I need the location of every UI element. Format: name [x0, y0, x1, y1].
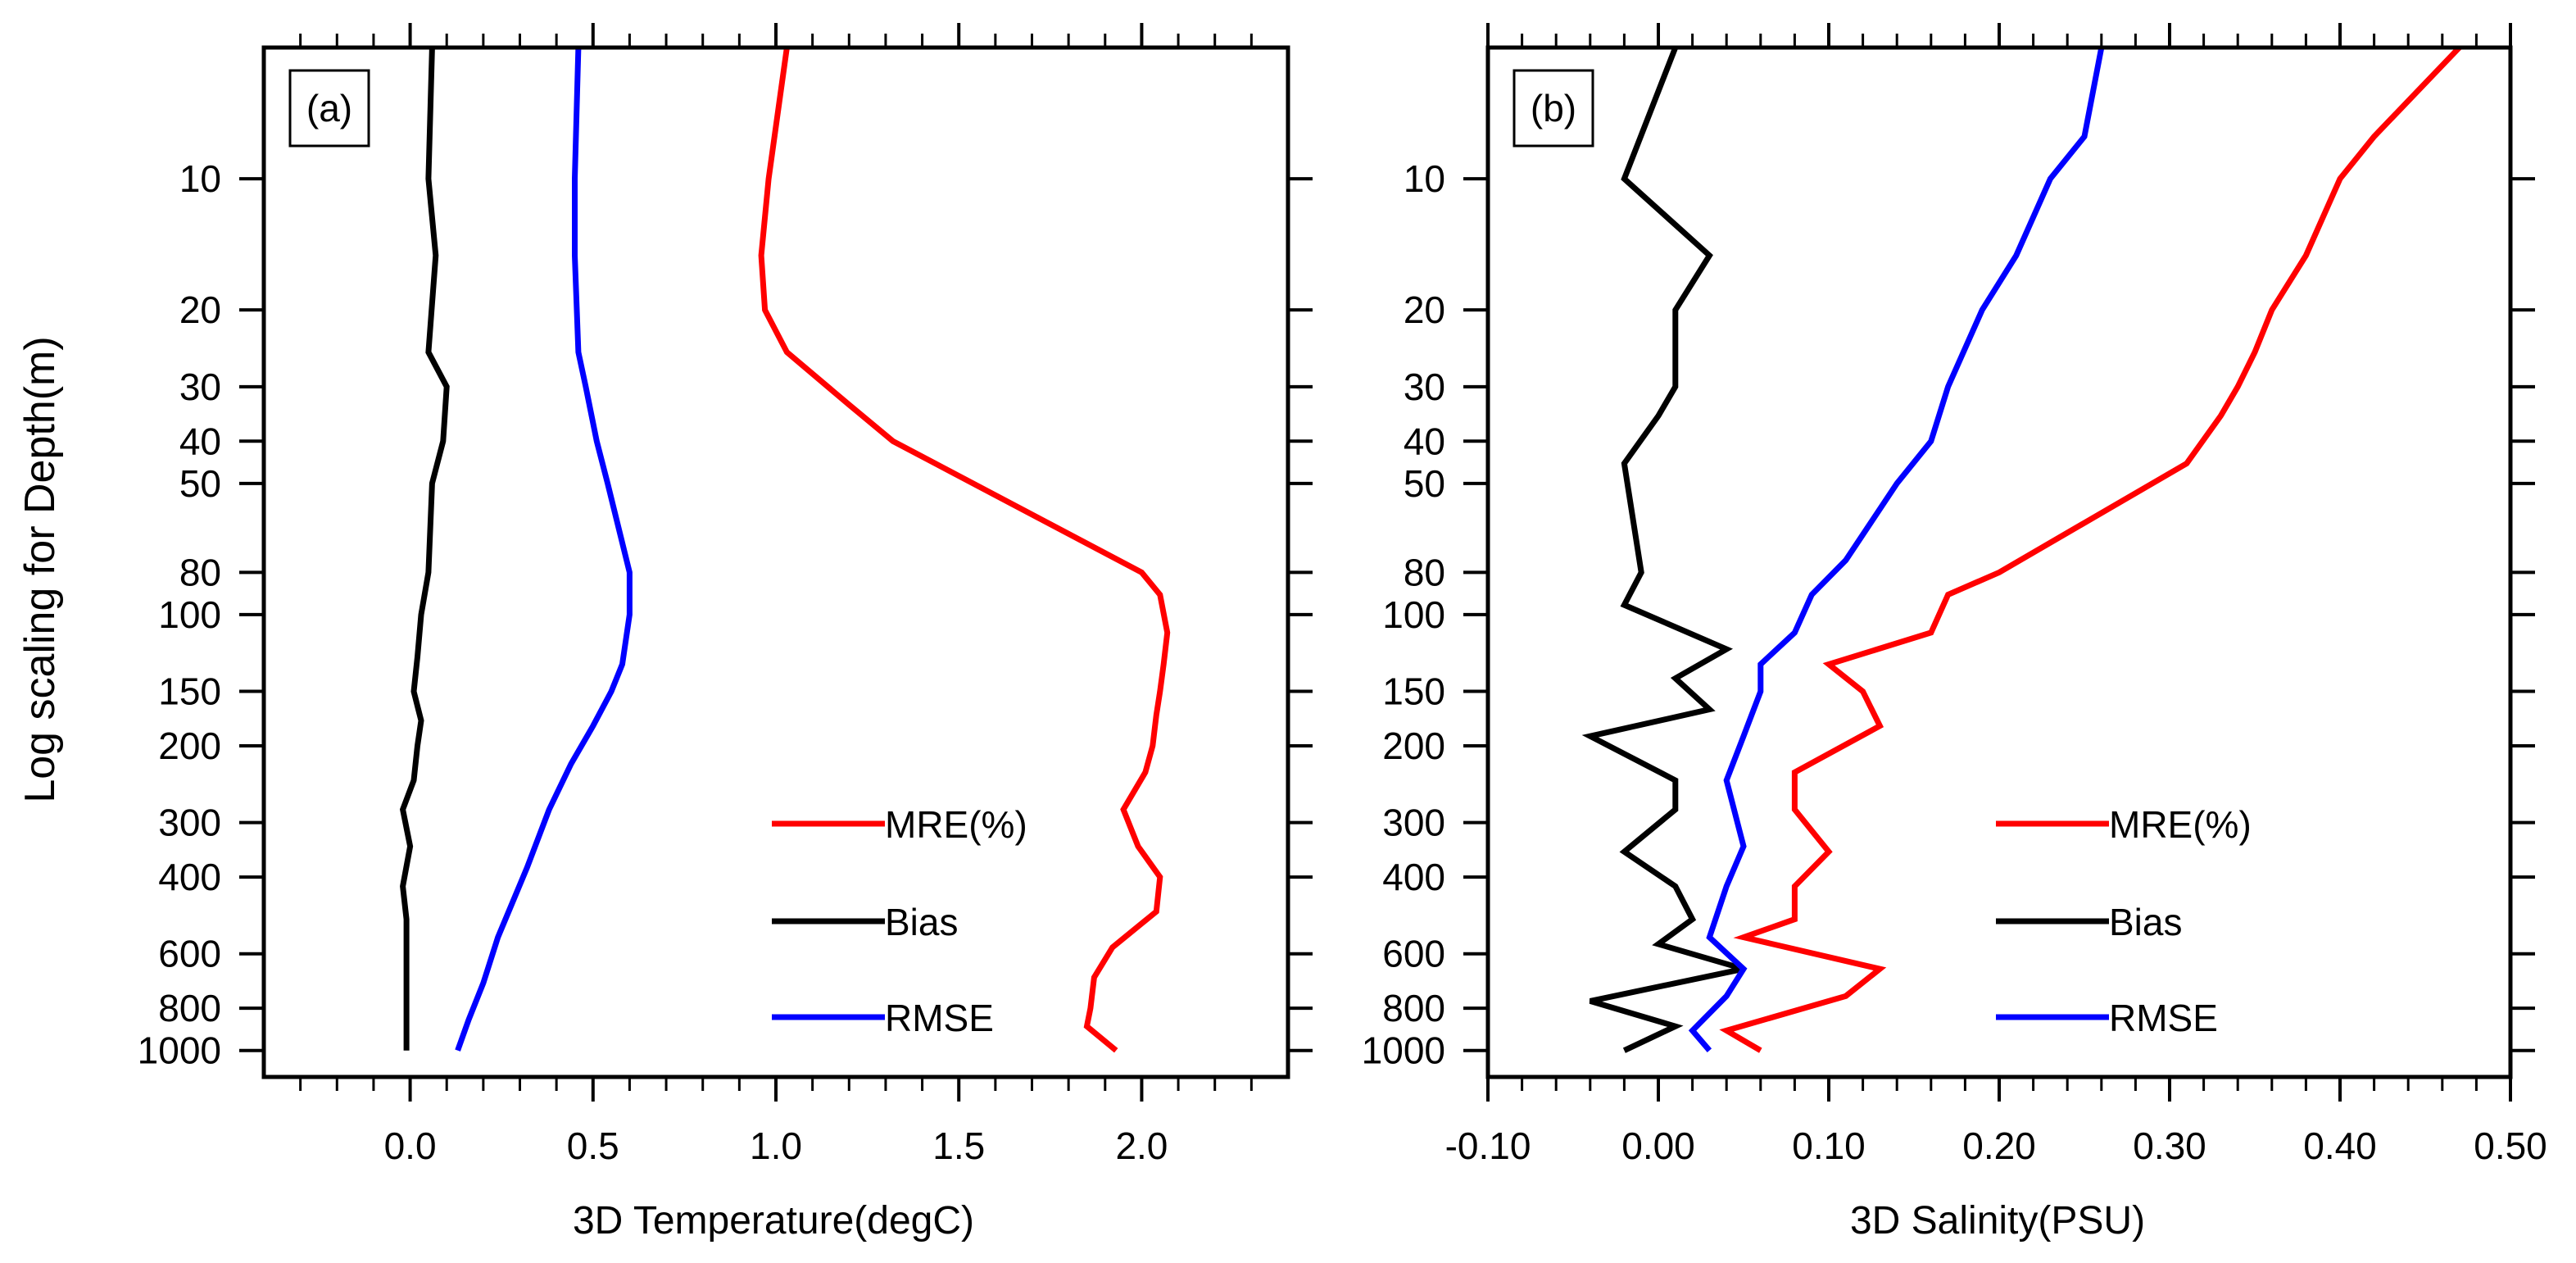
panel-b-legend: MRE(%) Bias RMSE: [1996, 803, 2252, 1039]
panel-a-xlabel: 3D Temperature(degC): [573, 1199, 974, 1243]
panel-b-label: (b): [1531, 87, 1576, 129]
panel-b-x-tick-label: 0.00: [1621, 1124, 1695, 1167]
panel-a-y-tick-label: 20: [179, 288, 221, 331]
panel-b-y-tick-label: 200: [1382, 725, 1445, 767]
panel-b-x-tick-label: 0.40: [2303, 1124, 2377, 1167]
panel-b-y-tick-label: 150: [1382, 670, 1445, 713]
panel-a-legend-label-mre: MRE(%): [885, 803, 1027, 846]
panel-a-x-tick-label: 1.0: [750, 1124, 802, 1167]
panel-a-y-tick-label: 300: [158, 802, 221, 844]
panel-a-y-tick-label: 150: [158, 670, 221, 713]
panel-b-x-tick-label: 0.30: [2133, 1124, 2206, 1167]
panel-a-x-tick-label: 0.5: [567, 1124, 619, 1167]
panel-b-series-rmse: [1688, 47, 2105, 1052]
panel-a-y-tick-label: 800: [158, 987, 221, 1029]
panel-a-series-bias: [399, 47, 450, 1051]
panel-a-y-tick-label: 600: [158, 933, 221, 975]
panel-a-y-tick-label: 10: [179, 157, 221, 200]
panel-b-y-tick-label: 30: [1404, 366, 1445, 408]
panel-a-y-tick-label: 100: [158, 593, 221, 636]
panel-b-legend-label-bias: Bias: [2109, 901, 2182, 943]
panel-a-label: (a): [306, 87, 352, 129]
panel-a-x-tick-label: 0.0: [384, 1124, 437, 1167]
panel-b-legend-label-rmse: RMSE: [2109, 997, 2218, 1039]
panel-a-label-box: [288, 69, 370, 148]
panel-a-x-tick-label: 1.5: [932, 1124, 985, 1167]
panel-b-y-tick-label: 50: [1404, 462, 1445, 505]
panel-a-y-tick-label: 400: [158, 856, 221, 898]
panel-b-y-tick-label: 1000: [1362, 1029, 1445, 1072]
panel-a-legend-label-rmse: RMSE: [885, 997, 994, 1039]
panel-a-y-tick-label: 30: [179, 366, 221, 408]
panel-a-y-tick-label: 40: [179, 420, 221, 462]
panel-a-y-tick-label: 200: [158, 725, 221, 767]
panel-b-lines: [1581, 45, 2462, 1053]
panel-a-y-tick-label: 80: [179, 551, 221, 593]
panel-b-y-tick-label: 20: [1404, 288, 1445, 331]
panel-a-x-tick-label: 2.0: [1115, 1124, 1168, 1167]
panel-b-series-mre: [1719, 45, 2462, 1053]
panel-b-legend-label-mre: MRE(%): [2109, 803, 2252, 846]
panel-b-x-tick-label: -0.10: [1445, 1124, 1531, 1167]
panel-b-y-tick-label: 40: [1404, 420, 1445, 462]
panel-a-legend: MRE(%) Bias RMSE: [772, 803, 1027, 1039]
panel-b-y-tick-label: 600: [1382, 933, 1445, 975]
panel-b-xlabel: 3D Salinity(PSU): [1850, 1199, 2145, 1243]
panel-a-lines: [399, 47, 1171, 1053]
panel-b-x-tick-label: 0.20: [1962, 1124, 2036, 1167]
panel-a-y-tick-label: 1000: [138, 1029, 221, 1072]
panel-b-series-bias: [1581, 46, 1744, 1053]
panel-b-y-tick-label: 300: [1382, 802, 1445, 844]
panel-b-y-tick-label: 80: [1404, 551, 1445, 593]
panel-b-label-box: [1512, 69, 1594, 148]
panel-b-y-tick-label: 10: [1404, 157, 1445, 200]
panel-b-y-tick-label: 400: [1382, 856, 1445, 898]
panel-a-y-tick-label: 50: [179, 462, 221, 505]
panel-a-legend-label-bias: Bias: [885, 901, 958, 943]
panel-b-y-tick-label: 100: [1382, 593, 1445, 636]
figure-ylabel: Log scaling for Depth(m): [16, 336, 64, 802]
panel-a-series-rmse: [455, 47, 633, 1052]
panel-b-x-tick-label: 0.50: [2474, 1124, 2547, 1167]
panel-a-series-mre: [758, 47, 1171, 1053]
panel-b-y-tick-label: 800: [1382, 987, 1445, 1029]
panel-b-x-tick-label: 0.10: [1792, 1124, 1866, 1167]
